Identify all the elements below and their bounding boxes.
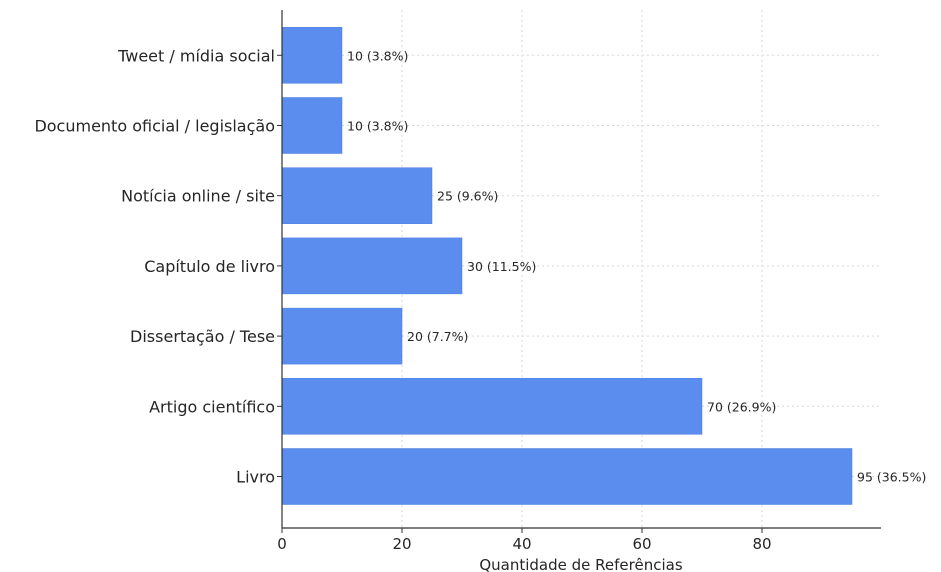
bar [281, 237, 463, 295]
bar [281, 307, 403, 365]
x-tick-label: 20 [392, 535, 411, 553]
bar-data-label: 10 (3.8%) [347, 48, 408, 63]
bar [281, 167, 433, 224]
bar [281, 448, 853, 505]
axes [277, 10, 881, 533]
bar [281, 378, 703, 435]
grid-lines [282, 10, 881, 528]
y-tick-label: Notícia online / site [121, 187, 275, 206]
y-tick-label: Dissertação / Tese [130, 327, 275, 346]
x-tick-label: 80 [752, 535, 771, 553]
x-tick-label: 40 [512, 535, 531, 553]
bar-data-label: 10 (3.8%) [347, 119, 408, 134]
y-tick-label: Documento oficial / legislação [34, 117, 275, 136]
bar-data-label: 95 (36.5%) [857, 470, 926, 485]
y-tick-label: Tweet / mídia social [117, 46, 275, 65]
bar-data-label: 20 (7.7%) [407, 329, 468, 344]
y-tick-label: Artigo científico [149, 397, 275, 416]
x-axis-title: Quantidade de Referências [479, 556, 682, 572]
bar [281, 27, 343, 84]
x-tick-label: 60 [632, 535, 651, 553]
bar-data-label: 30 (11.5%) [467, 259, 536, 274]
bar-data-label: 25 (9.6%) [437, 189, 498, 204]
bar-data-label: 70 (26.9%) [707, 399, 776, 414]
y-tick-label: Livro [236, 468, 275, 487]
bar [281, 97, 343, 154]
labels: Livro 95 (36.5%) Artigo científico 70 (26.9… [34, 46, 926, 553]
y-tick-label: Capítulo de livro [144, 257, 275, 276]
x-tick-label: 0 [277, 535, 287, 553]
bars [281, 27, 853, 505]
